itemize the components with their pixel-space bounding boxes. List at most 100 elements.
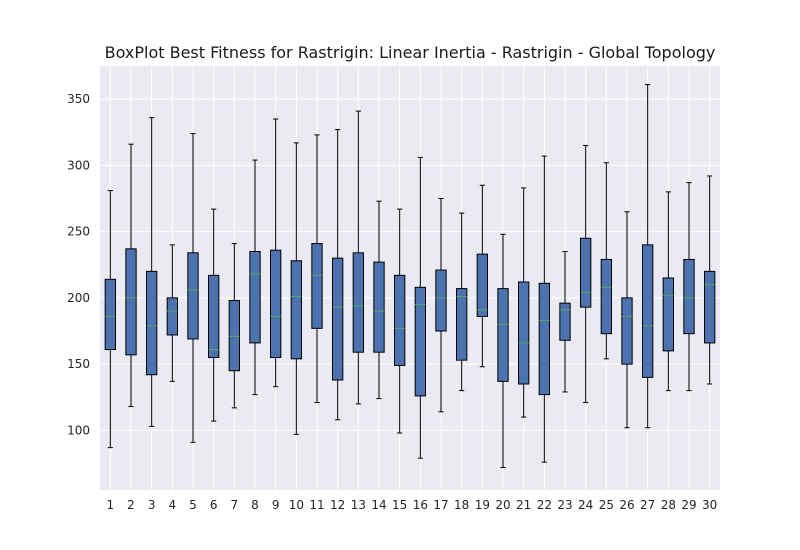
box-body — [642, 244, 654, 378]
x-tick-label: 27 — [640, 498, 655, 512]
box-body — [538, 282, 551, 396]
box-body — [394, 274, 406, 366]
box-body — [683, 258, 695, 335]
box-body — [704, 270, 716, 344]
x-tick-label: 29 — [681, 498, 696, 512]
box-body — [662, 277, 675, 352]
x-tick-label: 10 — [289, 498, 304, 512]
x-tick-label: 13 — [351, 498, 366, 512]
x-tick-label: 28 — [661, 498, 676, 512]
x-tick-label: 4 — [169, 498, 177, 512]
y-tick-label: 200 — [67, 291, 90, 305]
box-24 — [580, 145, 592, 404]
box-16 — [414, 156, 426, 459]
y-tick-label: 150 — [67, 357, 90, 371]
box-body — [621, 297, 633, 365]
box-body — [518, 281, 530, 385]
box-body — [125, 248, 137, 356]
x-tick-label: 7 — [231, 498, 239, 512]
box-body — [311, 243, 323, 329]
chart-title: BoxPlot Best Fitness for Rastrigin: Line… — [105, 43, 716, 62]
box-2 — [125, 143, 137, 408]
x-axis-ticks: 1 2 3 4 5 6 7 8 9 10 11 12 13 14 15 16 17 18 19 20 21 22 23 24 2… — [107, 498, 718, 512]
box-body — [600, 258, 613, 335]
box-30 — [704, 175, 716, 385]
x-tick-label: 1 — [107, 498, 115, 512]
box-22 — [538, 155, 551, 463]
box-body — [332, 257, 344, 381]
x-tick-label: 2 — [127, 498, 135, 512]
box-5 — [187, 133, 199, 443]
box-12 — [332, 129, 344, 421]
box-body — [435, 269, 447, 332]
box-29 — [683, 182, 695, 392]
x-tick-label: 5 — [189, 498, 197, 512]
plot-area — [100, 66, 720, 490]
box-4 — [166, 244, 179, 382]
box-body — [166, 297, 179, 336]
x-tick-label: 19 — [475, 498, 490, 512]
x-tick-label: 25 — [599, 498, 614, 512]
x-tick-label: 20 — [495, 498, 510, 512]
x-tick-label: 30 — [702, 498, 717, 512]
y-axis-ticks: 100 150 200 250 300 350 — [67, 92, 90, 437]
x-tick-label: 26 — [619, 498, 634, 512]
y-tick-label: 100 — [67, 423, 90, 437]
boxes — [104, 84, 716, 468]
x-tick-label: 12 — [330, 498, 345, 512]
x-tick-label: 16 — [413, 498, 428, 512]
box-7 — [228, 243, 241, 409]
box-9 — [270, 118, 282, 388]
box-17 — [435, 198, 447, 413]
box-20 — [497, 233, 509, 468]
x-tick-label: 21 — [516, 498, 531, 512]
box-10 — [290, 142, 302, 435]
box-26 — [621, 211, 633, 429]
box-8 — [249, 159, 261, 396]
box-body — [476, 253, 488, 317]
y-tick-label: 300 — [67, 158, 90, 172]
x-tick-label: 8 — [251, 498, 259, 512]
box-body — [187, 252, 199, 340]
box-1 — [104, 190, 116, 449]
x-tick-label: 11 — [309, 498, 324, 512]
box-body — [373, 261, 385, 353]
box-15 — [394, 208, 406, 434]
box-body — [249, 251, 261, 344]
box-21 — [518, 187, 530, 418]
x-tick-label: 22 — [537, 498, 552, 512]
box-25 — [600, 162, 613, 360]
box-27 — [642, 84, 654, 429]
box-body — [456, 288, 468, 361]
box-3 — [146, 117, 158, 427]
x-tick-label: 6 — [210, 498, 218, 512]
x-tick-label: 3 — [148, 498, 156, 512]
y-tick-label: 250 — [67, 225, 90, 239]
x-tick-label: 15 — [392, 498, 407, 512]
x-tick-label: 24 — [578, 498, 593, 512]
x-tick-label: 14 — [371, 498, 386, 512]
x-tick-label: 9 — [272, 498, 280, 512]
box-body — [208, 274, 220, 359]
x-tick-label: 17 — [433, 498, 448, 512]
box-19 — [476, 184, 488, 368]
box-body — [228, 300, 241, 372]
box-body — [290, 260, 302, 360]
box-body — [559, 302, 571, 341]
box-11 — [311, 134, 323, 404]
x-tick-label: 23 — [557, 498, 572, 512]
box-body — [414, 286, 426, 397]
box-body — [352, 252, 364, 353]
y-tick-label: 350 — [67, 92, 90, 106]
box-18 — [456, 212, 468, 392]
box-13 — [352, 110, 364, 405]
box-body — [146, 270, 158, 376]
box-28 — [662, 191, 675, 392]
box-body — [270, 249, 282, 358]
x-tick-label: 18 — [454, 498, 469, 512]
box-body — [104, 278, 116, 351]
box-body — [580, 237, 592, 308]
box-body — [497, 288, 509, 382]
box-6 — [208, 208, 220, 422]
